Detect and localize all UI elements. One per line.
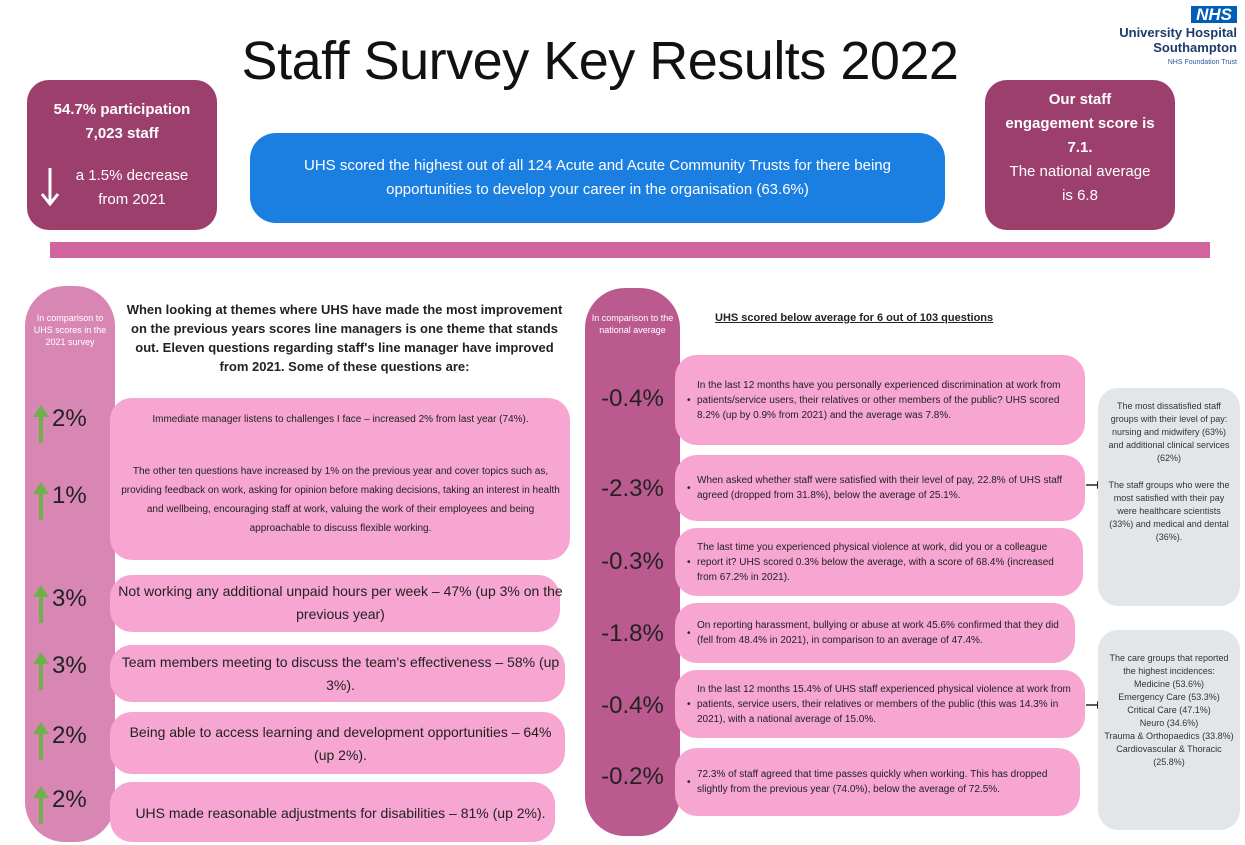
up-arrow bbox=[33, 405, 49, 443]
change-value: 2% bbox=[52, 405, 87, 432]
change-value: 2% bbox=[52, 722, 87, 749]
engagement-score: Our staff engagement score is 7.1. bbox=[1005, 91, 1155, 156]
care-group: Cardiovascular & Thoracic (25.8%) bbox=[1116, 744, 1222, 767]
care-group: Emergency Care (53.3%) bbox=[1118, 692, 1220, 702]
logo-line: University Hospital bbox=[1119, 25, 1237, 40]
engagement-national: The national average is 6.8 bbox=[1009, 163, 1151, 204]
right-side-label: In comparison to the national average bbox=[591, 313, 674, 335]
item-box bbox=[110, 645, 565, 702]
item-box bbox=[110, 398, 570, 560]
item-text: 72.3% of staff agreed that time passes q… bbox=[675, 748, 1080, 816]
item-box bbox=[110, 712, 565, 774]
participation-change: a 1.5% decrease from 2021 bbox=[75, 167, 189, 208]
item-text: UHS made reasonable adjustments for disa… bbox=[135, 804, 546, 821]
left-intro: When looking at themes where UHS have ma… bbox=[126, 302, 563, 374]
highlight-box: UHS scored the highest out of all 124 Ac… bbox=[250, 133, 945, 223]
change-value: -1.8% bbox=[601, 620, 664, 647]
participation-staff: 7,023 staff bbox=[85, 125, 159, 142]
change-value: -2.3% bbox=[601, 475, 664, 502]
logo-badge: NHS bbox=[1191, 6, 1237, 23]
item-text: The last time you experienced physical v… bbox=[675, 528, 1083, 596]
item-box bbox=[110, 782, 555, 842]
left-side-label: In comparison to UHS scores in the 2021 … bbox=[33, 313, 107, 347]
change-value: -0.2% bbox=[601, 763, 664, 790]
note-text: The staff groups who were the most satis… bbox=[1108, 480, 1230, 542]
item-text: Not working any additional unpaid hours … bbox=[118, 583, 563, 622]
engagement-box: Our staff engagement score is 7.1. The n… bbox=[985, 80, 1175, 230]
change-value: -0.4% bbox=[601, 385, 664, 412]
item-text: On reporting harassment, bullying or abu… bbox=[675, 603, 1075, 663]
note-text: The care groups that reported the highes… bbox=[1109, 653, 1229, 676]
note-text: The most dissatisfied staff groups with … bbox=[1108, 401, 1230, 463]
care-group: Critical Care (47.1%) bbox=[1127, 705, 1211, 715]
participation-rate: 54.7% participation bbox=[53, 101, 191, 118]
item-text: The other ten questions have increased b… bbox=[121, 465, 560, 534]
item-text: In the last 12 months 15.4% of UHS staff… bbox=[675, 670, 1085, 738]
item-text: Immediate manager listens to challenges … bbox=[152, 413, 529, 425]
item-text: In the last 12 months have you personall… bbox=[675, 355, 1085, 445]
violence-notes: The care groups that reported the highes… bbox=[1098, 630, 1240, 830]
up-arrow bbox=[33, 585, 49, 623]
up-arrow bbox=[33, 652, 49, 690]
change-value: 3% bbox=[52, 652, 87, 679]
pay-notes: The most dissatisfied staff groups with … bbox=[1098, 388, 1240, 606]
change-value: 2% bbox=[52, 786, 87, 813]
down-arrow bbox=[40, 168, 60, 207]
up-arrow bbox=[33, 786, 49, 824]
logo-line: NHS Foundation Trust bbox=[1167, 59, 1237, 66]
logo: NHS University Hospital Southampton NHS … bbox=[1119, 6, 1237, 70]
title: Staff Survey Key Results 2022 bbox=[241, 31, 959, 91]
up-arrow bbox=[33, 482, 49, 520]
logo-line: Southampton bbox=[1153, 40, 1237, 55]
change-value: -0.3% bbox=[601, 548, 664, 575]
up-arrow bbox=[33, 722, 49, 760]
item-text: Being able to access learning and develo… bbox=[129, 724, 552, 763]
right-heading: UHS scored below average for 6 out of 10… bbox=[715, 312, 994, 324]
change-value: 1% bbox=[52, 482, 87, 509]
change-value: -0.4% bbox=[601, 692, 664, 719]
item-text: Team members meeting to discuss the team… bbox=[121, 654, 560, 693]
participation-box: 54.7% participation 7,023 staff a 1.5% d… bbox=[27, 80, 217, 230]
care-group: Neuro (34.6%) bbox=[1139, 718, 1199, 728]
divider bbox=[50, 242, 1210, 258]
change-value: 3% bbox=[52, 585, 87, 612]
care-group: Medicine (53.6%) bbox=[1133, 679, 1205, 689]
item-text: When asked whether staff were satisfied … bbox=[675, 455, 1085, 521]
item-box bbox=[110, 575, 560, 632]
care-group: Trauma & Orthopaedics (33.8%) bbox=[1104, 731, 1234, 741]
right-pillar bbox=[585, 288, 680, 836]
